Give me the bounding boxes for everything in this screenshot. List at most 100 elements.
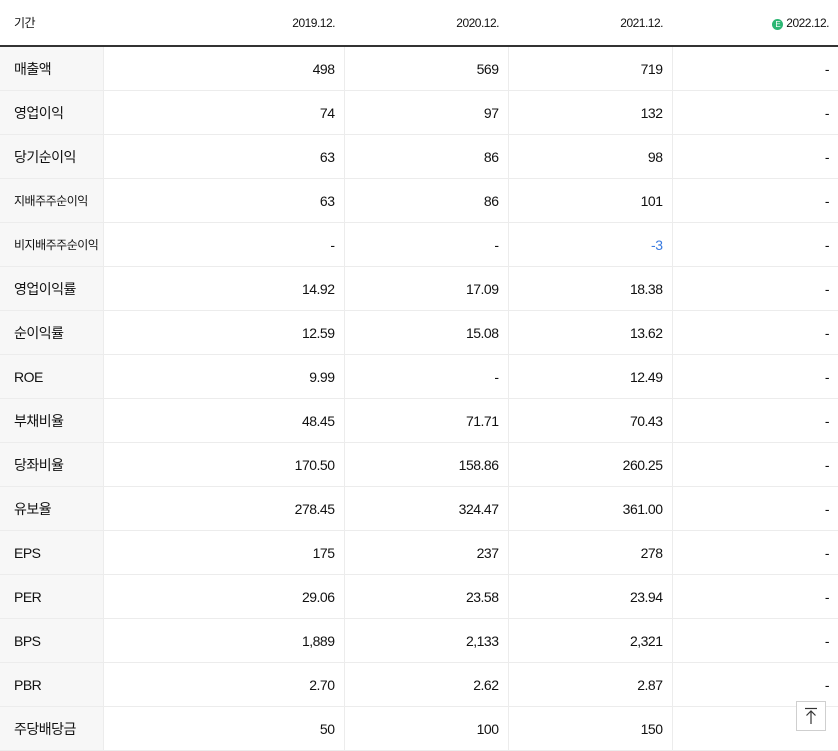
row-label: ROE [0,354,104,399]
table-row: EPS 175 237 278- [0,530,838,575]
table-cell: - [103,222,345,267]
table-cell: 719 [508,46,673,91]
row-label: 주당배당금 [0,706,104,751]
table-cell: 100 [344,706,509,751]
row-label: 순이익률 [0,310,104,355]
table-cell: - [672,574,838,619]
table-row: 주당배당금 50 100 150 [0,706,838,751]
table-cell: 13.62 [508,310,673,355]
table-cell: 2,133 [344,618,509,663]
table-cell: - [672,134,838,179]
table-cell: - [344,354,509,399]
table-cell: 2.62 [344,662,509,707]
table-cell: 86 [344,134,509,179]
row-label: 지배주주순이익 [0,178,104,223]
table-cell: - [672,442,838,487]
table-cell: - [344,222,509,267]
table-cell: 2.87 [508,662,673,707]
table-cell: 12.49 [508,354,673,399]
table-cell: 74 [103,90,345,135]
period-header: 2020.12. [344,0,508,47]
period-header: 2019.12. [103,0,344,47]
table-cell: 2.70 [103,662,345,707]
arrow-up-to-top-icon [805,707,817,724]
table-cell: 158.86 [344,442,509,487]
table-cell: 29.06 [103,574,345,619]
row-label: 당기순이익 [0,134,104,179]
row-label: 당좌비율 [0,442,104,487]
table-cell: 97 [344,90,509,135]
table-cell: 2,321 [508,618,673,663]
period-header-label: 2022.12. [786,15,829,30]
table-cell: - [672,310,838,355]
row-label: PBR [0,662,104,707]
table-cell: - [672,178,838,223]
table-cell: - [672,530,838,575]
table-row: 당기순이익 63 86 98- [0,134,838,179]
table-cell: 14.92 [103,266,345,311]
table-cell: 101 [508,178,673,223]
table-cell: 150 [508,706,673,751]
table-cell: 132 [508,90,673,135]
table-cell: - [672,46,838,91]
table-cell: - [672,222,838,267]
table-cell: 50 [103,706,345,751]
row-label: PER [0,574,104,619]
table-cell: 18.38 [508,266,673,311]
table-cell: -3 [508,222,673,267]
table-cell: - [672,398,838,443]
table-row: 순이익률 12.59 15.08 13.62- [0,310,838,355]
table-cell: - [672,486,838,531]
table-row: 비지배주주순이익 - - -3- [0,222,838,267]
table-row: PBR 2.70 2.62 2.87- [0,662,838,707]
table-cell: 278 [508,530,673,575]
table-cell: 48.45 [103,398,345,443]
table-cell: 170.50 [103,442,345,487]
table-row: 매출액 498 569 719- [0,46,838,91]
table-cell: - [672,90,838,135]
table-cell: 324.47 [344,486,509,531]
table-cell: - [672,354,838,399]
table-row: 지배주주순이익 63 86 101- [0,178,838,223]
row-label: 매출액 [0,46,104,91]
row-label: 영업이익 [0,90,104,135]
row-label: 유보율 [0,486,104,531]
row-label: 비지배주주순이익 [0,222,104,267]
row-label: BPS [0,618,104,663]
period-label-header: 기간 [0,0,103,47]
table-cell: 175 [103,530,345,575]
table-cell: 9.99 [103,354,345,399]
table-row: 영업이익 74 97 132- [0,90,838,135]
row-label: 영업이익률 [0,266,104,311]
header-row: 기간 2019.12. 2020.12. 2021.12. E 2022.12. [0,0,838,47]
table-cell: 15.08 [344,310,509,355]
estimate-badge-icon: E [772,18,784,30]
table-cell: 12.59 [103,310,345,355]
table-cell: 63 [103,134,345,179]
table-row: ROE 9.99-12.49- [0,354,838,399]
table-row: PER 29.06 23.58 23.94- [0,574,838,619]
table-row: 영업이익률 14.92 17.09 18.38- [0,266,838,311]
row-label: 부채비율 [0,398,104,443]
scroll-to-top-button[interactable] [796,701,826,731]
table-cell: 260.25 [508,442,673,487]
table-cell: - [672,266,838,311]
table-cell: - [672,662,838,707]
table-cell: 498 [103,46,345,91]
table-cell: 17.09 [344,266,509,311]
table-row: 당좌비율 170.50 158.86 260.25- [0,442,838,487]
table-cell: 237 [344,530,509,575]
table-row: BPS 1,889 2,133 2,321- [0,618,838,663]
table-cell: 63 [103,178,345,223]
table-cell: 569 [344,46,509,91]
table-cell: 98 [508,134,673,179]
period-header: 2021.12. [508,0,672,47]
table-cell: 86 [344,178,509,223]
table-cell: 278.45 [103,486,345,531]
table-cell: 70.43 [508,398,673,443]
period-header-estimate: E 2022.12. [672,0,838,47]
table-cell: 23.58 [344,574,509,619]
table-row: 유보율 278.45 324.47 361.00- [0,486,838,531]
table-row: 부채비율 48.45 71.71 70.43- [0,398,838,443]
